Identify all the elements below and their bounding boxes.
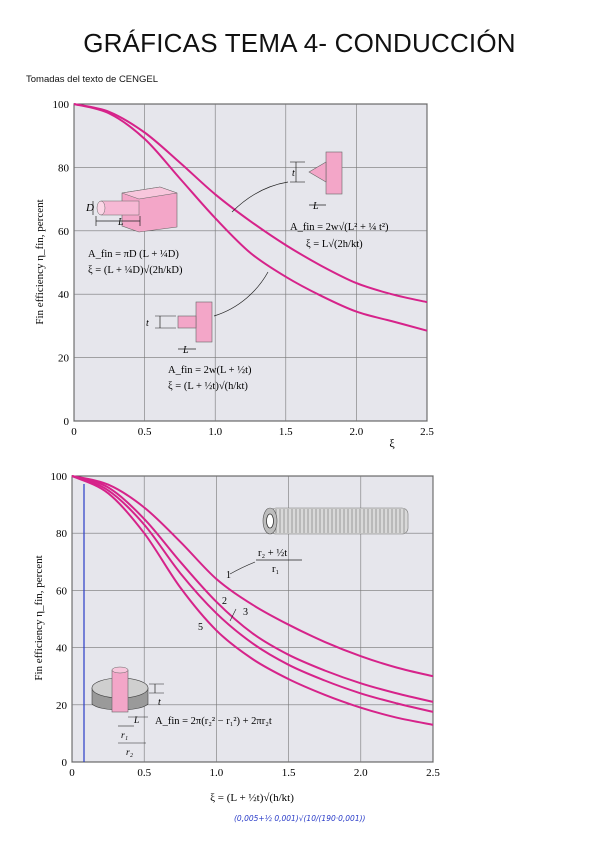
rect-dim-t: t <box>146 318 149 329</box>
y-tick-labels: 0 20 40 60 80 100 <box>53 99 70 428</box>
efficiency-curves <box>71 475 434 726</box>
pin-area-formula: A_fin = πD (L + ¼D) <box>88 249 179 260</box>
y-tick-label: 100 <box>51 471 68 483</box>
x-axis-label: ξ <box>389 436 395 450</box>
y-tick-label: 60 <box>56 585 68 597</box>
y-tick-label: 60 <box>58 226 70 238</box>
y-axis-label: Fin efficiency η_fin, percent <box>34 199 46 324</box>
annular-dim-L: L <box>133 716 139 726</box>
y-tick-label: 20 <box>58 353 70 365</box>
y-tick-label: 100 <box>53 99 70 111</box>
y-tick-label: 40 <box>56 643 68 655</box>
curve-label-1: 1 <box>226 570 231 581</box>
x-tick-label: 2.0 <box>354 767 368 779</box>
x-tick-label: 0.5 <box>138 426 152 438</box>
annular-dim-r1: r₁ <box>121 731 128 741</box>
tri-dim-t: t <box>292 168 295 179</box>
x-tick-label: 1.0 <box>208 426 222 438</box>
efficiency-curve-2 <box>71 475 434 703</box>
efficiency-curve-3 <box>71 475 434 713</box>
finned-tube-illustration <box>262 507 409 535</box>
x-tick-label: 1.0 <box>210 767 224 779</box>
curve-labels: 1 2 3 5 <box>198 570 248 633</box>
x-tick-label: 0 <box>69 767 75 779</box>
efficiency-curve-5 <box>71 475 434 726</box>
tri-area-formula: A_fin = 2w√(L² + ¼ t²) <box>290 221 389 233</box>
parameter-ratio: r₂ + ½t r₁ <box>229 548 302 575</box>
pin-dim-L: L <box>117 217 124 228</box>
x-tick-labels: 0 0.5 1.0 1.5 2.0 2.5 <box>69 767 440 779</box>
y-axis-label: Fin efficiency η_fin, percent <box>33 555 45 680</box>
x-tick-label: 0 <box>71 426 77 438</box>
plot-background <box>73 103 428 422</box>
x-tick-label: 1.5 <box>282 767 296 779</box>
pin-fin-illustration: D L A_fin = πD (L + ¼D) ξ = (L + ¼D)√(2h… <box>85 186 183 276</box>
y-tick-label: 0 <box>62 757 68 769</box>
efficiency-curve-1 <box>73 103 428 304</box>
x-tick-label: 1.5 <box>279 426 293 438</box>
handwritten-substitution: (0,005+½ 0,001)√(10/(190·0,001)) <box>234 814 366 823</box>
param-numerator: r₂ + ½t <box>258 548 287 559</box>
x-tick-label: 2.0 <box>350 426 364 438</box>
efficiency-curve-1 <box>71 475 434 678</box>
efficiency-curves <box>73 103 428 332</box>
triangular-fin-illustration: t L A_fin = 2w√(L² + ¼ t²) ξ = L√(2h/kt) <box>231 151 389 250</box>
y-tick-labels: 0 20 40 60 80 100 <box>51 471 68 769</box>
grid-lines <box>73 103 428 422</box>
curve-label-2: 2 <box>222 596 227 607</box>
annular-dim-r2: r₂ <box>126 748 134 758</box>
x-axis-label: ξ = (L + ½t)√(h/kt) <box>210 792 294 804</box>
rect-xi-formula: ξ = (L + ½t)√(h/kt) <box>168 380 248 392</box>
efficiency-curve-2 <box>73 103 428 332</box>
param-denominator: r₁ <box>272 564 279 575</box>
fin-efficiency-chart-straight-fins: 0 20 40 60 80 100 0 0.5 1.0 1.5 2.0 2.5 Fin effici… <box>34 99 434 450</box>
page-title: GRÁFICAS TEMA 4- CONDUCCIÓN <box>83 28 516 58</box>
annular-dim-t: t <box>158 697 161 708</box>
annular-area-formula: A_fin = 2π(r₂² − r₁²) + 2πr₂t <box>155 716 272 727</box>
page-subtitle: Tomadas del texto de CENGEL <box>26 74 159 85</box>
x-tick-label: 2.5 <box>420 426 434 438</box>
y-tick-label: 80 <box>58 162 70 174</box>
rect-area-formula: A_fin = 2w(L + ½t) <box>168 365 252 376</box>
x-tick-label: 0.5 <box>137 767 151 779</box>
curve-label-3: 3 <box>243 607 248 618</box>
y-tick-label: 0 <box>64 416 70 428</box>
pin-dim-D: D <box>85 202 94 214</box>
annular-fin-illustration: t L r₁ r₂ A_fin = 2π(r₂² − r₁²) + 2πr₂t <box>91 666 272 758</box>
tri-dim-L: L <box>312 201 319 212</box>
y-tick-label: 20 <box>56 700 68 712</box>
y-tick-label: 40 <box>58 289 70 301</box>
y-tick-label: 80 <box>56 528 68 540</box>
rectangular-fin-illustration: t L A_fin = 2w(L + ½t) ξ = (L + ½t)√(h/k… <box>146 271 269 392</box>
curve-label-5: 5 <box>198 622 203 633</box>
fin-efficiency-chart-annular-fins: 0 20 40 60 80 100 0 0.5 1.0 1.5 2.0 2.5 Fin effici… <box>33 471 440 823</box>
x-tick-labels: 0 0.5 1.0 1.5 2.0 2.5 <box>71 426 434 438</box>
x-tick-label: 2.5 <box>426 767 440 779</box>
rect-dim-L: L <box>182 345 189 356</box>
tri-xi-formula: ξ = L√(2h/kt) <box>306 238 363 250</box>
pin-xi-formula: ξ = (L + ¼D)√(2h/kD) <box>88 264 183 276</box>
